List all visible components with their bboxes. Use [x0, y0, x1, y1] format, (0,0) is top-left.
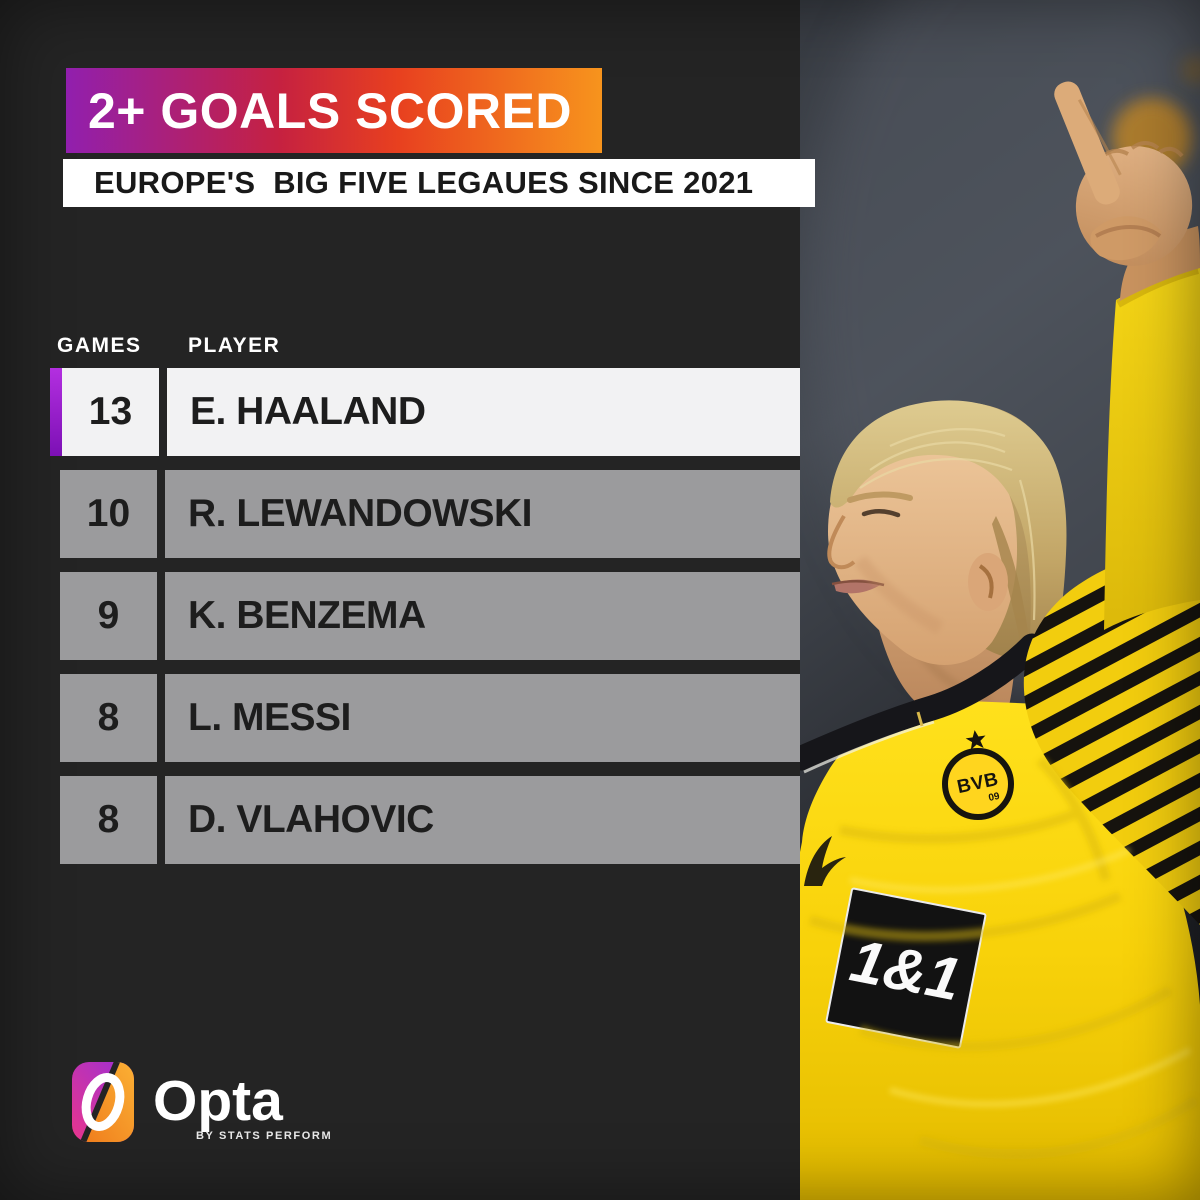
brand-subtext: BY STATS PERFORM	[196, 1130, 333, 1142]
stats-table: 13 E. HAALAND 10 R. LEWANDOWSKI 9 K. BEN…	[50, 368, 800, 878]
puma-logo	[804, 836, 846, 886]
subtitle-bar: EUROPE'S BIG FIVE LEGAUES SINCE 2021	[63, 159, 815, 207]
player-photo: BVB 09 1&1	[800, 0, 1200, 1200]
eyebrow	[847, 491, 913, 503]
column-header-player: PLAYER	[188, 334, 281, 357]
haaland-photo-illustration: BVB 09 1&1	[800, 0, 1200, 1200]
eye	[861, 509, 901, 518]
page-subtitle: EUROPE'S BIG FIVE LEGAUES SINCE 2021	[94, 165, 754, 200]
title-banner: 2+ GOALS SCORED	[66, 68, 602, 153]
highlight-accent	[50, 368, 62, 456]
games-cell: 8	[60, 674, 157, 762]
column-header-games: GAMES	[57, 334, 142, 357]
page-title: 2+ GOALS SCORED	[88, 82, 572, 139]
striped-shoulder	[1023, 540, 1200, 925]
wrist	[1118, 226, 1200, 302]
table-row: 10 R. LEWANDOWSKI	[50, 470, 800, 558]
player-cell: K. BENZEMA	[165, 572, 800, 660]
table-row: 8 D. VLAHOVIC	[50, 776, 800, 864]
ear	[968, 553, 1008, 611]
sponsor-patch: 1&1	[825, 887, 987, 1049]
games-cell: 13	[62, 368, 159, 456]
champion-star	[965, 730, 986, 750]
table-row: 13 E. HAALAND	[50, 368, 800, 456]
badge-number: 09	[988, 791, 1002, 804]
jersey-torso	[800, 700, 1200, 1200]
games-cell: 10	[60, 470, 157, 558]
player-cell: E. HAALAND	[167, 368, 800, 456]
games-cell: 8	[60, 776, 157, 864]
brand-name: Opta	[153, 1069, 283, 1133]
opta-logo-icon	[72, 1062, 134, 1142]
necklace	[916, 711, 924, 727]
jersey-sleeve	[1104, 266, 1200, 630]
player-cell: D. VLAHOVIC	[165, 776, 800, 864]
head	[827, 400, 1067, 670]
player-cell: L. MESSI	[165, 674, 800, 762]
table-row: 9 K. BENZEMA	[50, 572, 800, 660]
nose	[827, 514, 856, 570]
pointing-finger	[1054, 81, 1120, 205]
bvb-badge: BVB 09	[942, 748, 1014, 820]
games-cell: 9	[60, 572, 157, 660]
face	[828, 429, 1018, 665]
player-cell: R. LEWANDOWSKI	[165, 470, 800, 558]
jersey-collar	[800, 633, 1045, 771]
table-row: 8 L. MESSI	[50, 674, 800, 762]
